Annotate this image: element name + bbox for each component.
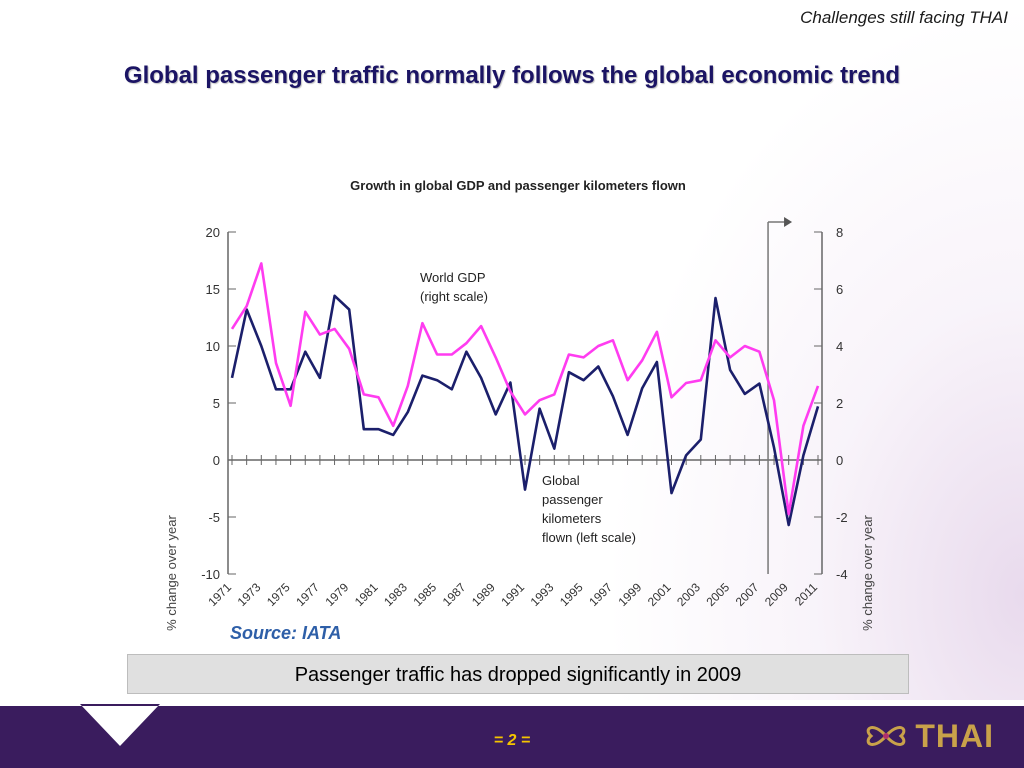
footer-notch (0, 704, 1024, 746)
x-tick-label: 1983 (381, 580, 410, 609)
chart-svg: Growth in global GDP and passenger kilom… (164, 178, 875, 631)
y-tick-label-right: 8 (836, 225, 843, 240)
y-axis-right-label: % change over year (860, 515, 875, 631)
y-tick-label-left: -5 (208, 510, 220, 525)
pax-label-line2: passenger (542, 492, 603, 507)
x-tick-label: 2001 (645, 580, 674, 609)
gdp-label-line1: World GDP (420, 270, 486, 285)
x-tick-label: 1991 (498, 580, 527, 609)
y-tick-label-right: 4 (836, 339, 843, 354)
caption-box: Passenger traffic has dropped significan… (127, 654, 909, 694)
y-tick-label-right: 0 (836, 453, 843, 468)
y-tick-label-left: 10 (206, 339, 220, 354)
y-axis-left-label: % change over year (164, 515, 179, 631)
x-tick-label: 1971 (205, 580, 234, 609)
y-tick-label-left: 5 (213, 396, 220, 411)
header-note: Challenges still facing THAI (800, 8, 1008, 27)
x-tick-label: 2009 (762, 580, 791, 609)
x-tick-label: 1989 (469, 580, 498, 609)
series-layer (230, 262, 820, 527)
x-tick-label: 1975 (264, 580, 293, 609)
logo-text: THAI (915, 717, 994, 754)
x-tick-label: 1981 (352, 580, 381, 609)
x-tick-label: 1979 (323, 580, 352, 609)
y-tick-label-right: 2 (836, 396, 843, 411)
series-line-world-gdp (230, 262, 820, 516)
footer-bar: = 2 = THAI (0, 704, 1024, 768)
x-tick-label: 2005 (703, 580, 732, 609)
page-number: = 2 = (493, 732, 531, 749)
crisis-marker-arrowhead (784, 217, 793, 227)
series-line-passenger-km (230, 294, 820, 527)
x-tick-label: 1987 (440, 580, 469, 609)
orchid-logo-icon (867, 726, 906, 746)
pax-label-line3: kilometers (542, 511, 602, 526)
gdp-annotation: World GDP (right scale) (420, 270, 488, 304)
x-tick-label: 2007 (733, 580, 762, 609)
y-tick-label-right: -4 (836, 567, 848, 582)
y-tick-label-left: 15 (206, 282, 220, 297)
chart: Growth in global GDP and passenger kilom… (150, 170, 880, 650)
x-tick-label: 1985 (410, 580, 439, 609)
pax-annotation: Global passenger kilometers flown (left … (542, 473, 636, 545)
y-tick-label-left: -10 (201, 567, 220, 582)
pax-label-line1: Global (542, 473, 580, 488)
gdp-label-line2: (right scale) (420, 289, 488, 304)
y-tick-label-left: 0 (213, 453, 220, 468)
x-tick-label: 2003 (674, 580, 703, 609)
caption-text: Passenger traffic has dropped significan… (294, 664, 742, 686)
x-tick-label: 2011 (792, 580, 820, 608)
pax-label-line4: flown (left scale) (542, 530, 636, 545)
chart-title: Growth in global GDP and passenger kilom… (350, 178, 686, 193)
y-tick-label-left: 20 (206, 225, 220, 240)
y-tick-label-right: -2 (836, 510, 848, 525)
x-tick-label: 1977 (293, 580, 322, 609)
x-tick-label: 1973 (235, 580, 264, 609)
x-tick-label: 1993 (528, 580, 557, 609)
x-tick-label: 1997 (586, 580, 615, 609)
thai-logo: THAI (863, 718, 994, 754)
slide-title: Global passenger traffic normally follow… (123, 62, 901, 89)
y-tick-label-right: 6 (836, 282, 843, 297)
x-tick-label: 1999 (616, 580, 645, 609)
x-tick-label: 1995 (557, 580, 586, 609)
source-note: Source: IATA (230, 623, 342, 643)
